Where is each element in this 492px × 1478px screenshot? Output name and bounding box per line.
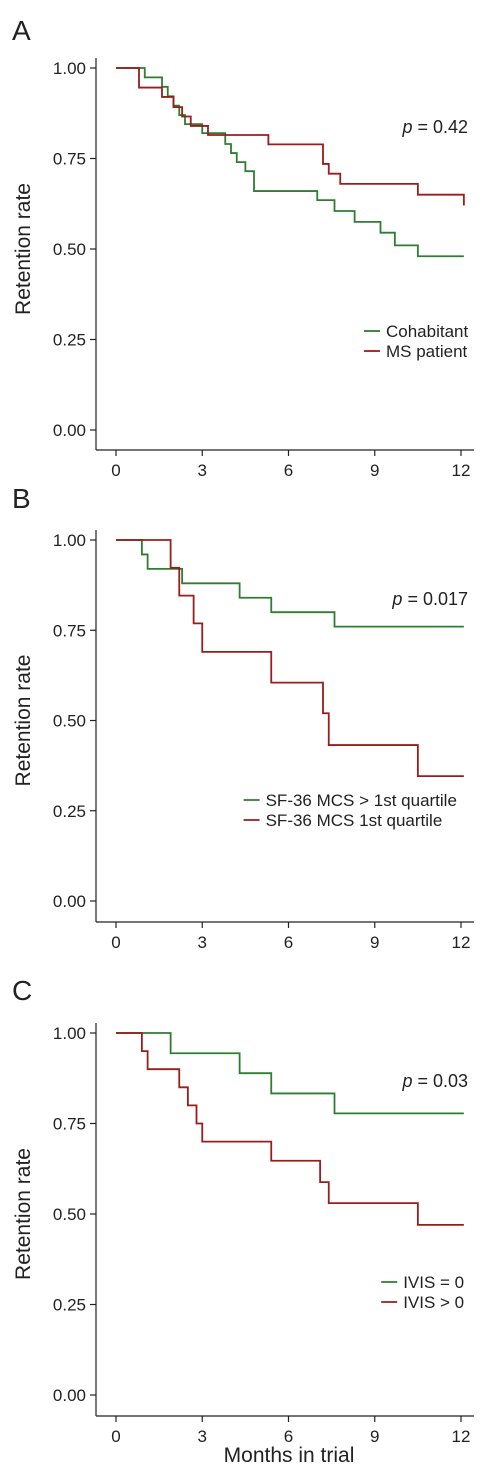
legend-label: SF-36 MCS 1st quartile (266, 811, 443, 830)
p-symbol: p (401, 1071, 412, 1091)
y-axis-title: Retention rate (12, 183, 35, 315)
x-tick-label: 0 (111, 461, 120, 480)
panel-c: C 0.00 0.25 0.50 0.75 1.00 0 3 6 9 12 Retention rat… (12, 975, 474, 1446)
km-curve-ms-patient (116, 67, 465, 206)
p-value-annotation: p = 0.03 (401, 1071, 468, 1091)
km-curve-sf-36-mcs-1st-quartile (116, 539, 464, 628)
y-tick-label: 0.25 (53, 802, 86, 821)
km-curve-ivis-0 (116, 1032, 464, 1226)
panels-layer: A 0.00 0.25 0.50 0.75 1.00 0 3 6 9 12 Retention rat… (12, 15, 474, 1446)
x-tick-label: 12 (452, 461, 471, 480)
x-axis-title: Months in trial (224, 1444, 355, 1467)
p-value-annotation: p = 0.42 (401, 117, 468, 137)
x-tick-label: 6 (284, 933, 293, 952)
y-tick-label: 0.00 (53, 1386, 86, 1405)
x-tick-label: 12 (452, 933, 471, 952)
x-tick-label: 0 (111, 933, 120, 952)
x-tick-label: 12 (452, 1427, 471, 1446)
legend-label: Cohabitant (386, 322, 469, 341)
y-tick-label: 0.25 (53, 331, 86, 350)
y-tick-label: 0.25 (53, 1296, 86, 1315)
p-value: = 0.017 (402, 589, 468, 609)
p-value: = 0.03 (412, 1071, 468, 1091)
y-tick-label: 0.00 (53, 421, 86, 440)
x-tick-label: 9 (370, 933, 379, 952)
x-tick-label: 3 (198, 461, 207, 480)
y-tick-label: 0.75 (53, 150, 86, 169)
panel-letter: B (12, 483, 31, 514)
p-symbol: p (401, 117, 412, 137)
p-symbol: p (391, 589, 402, 609)
p-value-annotation: p = 0.017 (391, 589, 468, 609)
legend-label: IVIS = 0 (403, 1273, 464, 1292)
panel-b: B 0.00 0.25 0.50 0.75 1.00 0 3 6 9 12 Retention rat… (12, 483, 474, 952)
y-tick-label: 0.50 (53, 1205, 86, 1224)
x-tick-label: 0 (111, 1427, 120, 1446)
y-tick-label: 0.50 (53, 712, 86, 731)
x-tick-label: 9 (370, 1427, 379, 1446)
y-tick-label: 0.75 (53, 621, 86, 640)
x-tick-label: 9 (370, 461, 379, 480)
y-tick-label: 1.00 (53, 531, 86, 550)
panel-letter: C (12, 975, 32, 1006)
legend-label: SF-36 MCS > 1st quartile (266, 791, 457, 810)
y-axis-title: Retention rate (12, 655, 35, 787)
x-tick-label: 3 (198, 933, 207, 952)
panel-letter: A (12, 15, 31, 46)
x-tick-label: 6 (284, 1427, 293, 1446)
km-curve-ivis-0 (116, 1032, 464, 1115)
y-tick-label: 0.75 (53, 1115, 86, 1134)
legend-label: MS patient (386, 342, 468, 361)
panel-a: A 0.00 0.25 0.50 0.75 1.00 0 3 6 9 12 Retention rat… (12, 15, 474, 480)
y-tick-label: 0.50 (53, 240, 86, 259)
y-tick-label: 1.00 (53, 1024, 86, 1043)
y-tick-label: 1.00 (53, 59, 86, 78)
legend-label: IVIS > 0 (403, 1293, 464, 1312)
p-value: = 0.42 (412, 117, 468, 137)
y-axis-title: Retention rate (12, 1148, 35, 1280)
y-tick-label: 0.00 (53, 892, 86, 911)
km-curve-sf-36-mcs-1st-quartile (116, 539, 464, 777)
x-tick-label: 6 (284, 461, 293, 480)
x-tick-label: 3 (198, 1427, 207, 1446)
